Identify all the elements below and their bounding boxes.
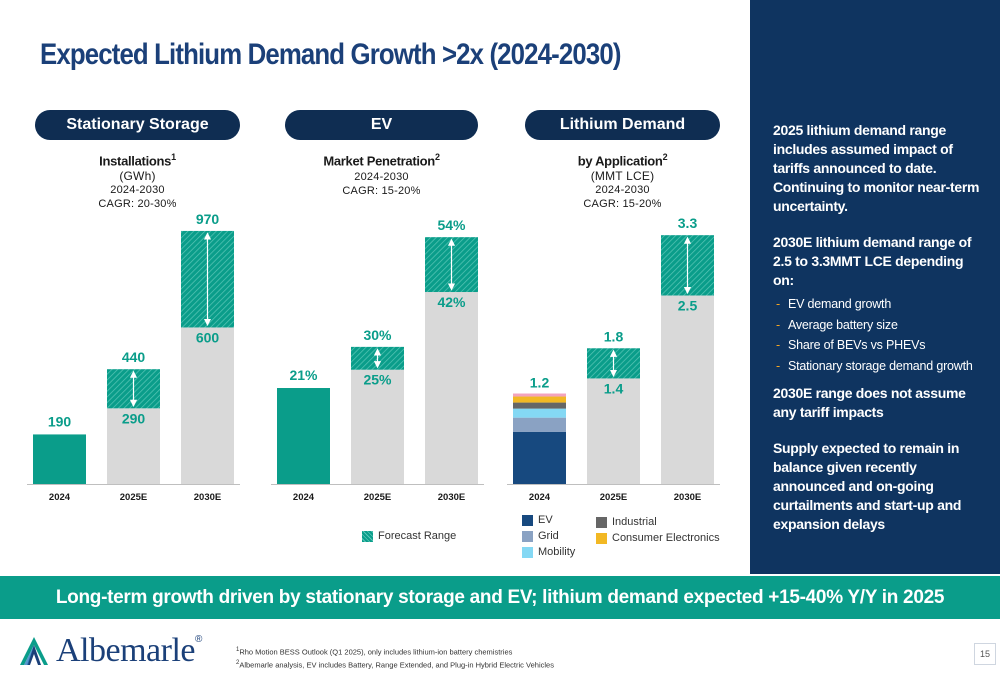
bar-actual xyxy=(277,388,330,484)
pill-ev: EV xyxy=(285,110,478,140)
panel-cagr-period: 2024-2030 xyxy=(595,184,650,197)
panel-unit: (MMT LCE) xyxy=(590,169,655,184)
stack-segment-other xyxy=(513,393,566,397)
page-title: Expected Lithium Demand Growth >2x (2024… xyxy=(40,38,621,71)
x-tick-label: 2030E xyxy=(438,492,465,503)
panel-header-storage: Installations1 (GWh) 2024-2030 CAGR: 20-… xyxy=(35,152,240,211)
charts-area: 190 2024 440 290 2025E 970 600 2030E 21% 2024 30% 2… xyxy=(27,211,720,503)
legend-swatch-mobility xyxy=(522,546,533,558)
sidebar-bullet: Stationary storage demand growth xyxy=(773,356,986,377)
pill-stationary-storage: Stationary Storage xyxy=(35,110,240,140)
data-label-low: 2.5 xyxy=(678,298,698,314)
albemarle-logo-icon xyxy=(20,637,48,665)
legend-swatch-grid xyxy=(522,530,533,542)
data-label-low: 290 xyxy=(122,410,146,426)
stack-segment-industrial xyxy=(513,402,566,409)
data-label-high: 54% xyxy=(437,217,466,233)
legend-swatch-industrial xyxy=(596,516,607,528)
legend-label-grid: Grid xyxy=(538,530,559,542)
legend-swatch-consumer-electronics xyxy=(596,532,607,544)
legend-label-ev: EV xyxy=(538,514,553,526)
stack-segment-grid xyxy=(513,417,566,432)
panel-title: by Application2 xyxy=(577,152,668,169)
bar-base xyxy=(107,408,160,484)
pill-lithium-demand: Lithium Demand xyxy=(525,110,720,140)
bar-base xyxy=(181,327,234,484)
panel-title: Market Penetration2 xyxy=(323,152,440,169)
x-tick-label: 2025E xyxy=(120,492,147,503)
panel-cagr-value: CAGR: 20-30% xyxy=(98,198,177,211)
logo-wordmark: Albemarle xyxy=(56,632,196,669)
sidebar-bullet: Average battery size xyxy=(773,315,986,336)
data-label-high: 970 xyxy=(196,211,220,227)
x-tick-label: 2030E xyxy=(194,492,221,503)
panel-header-lithium: by Application2 (MMT LCE) 2024-2030 CAGR… xyxy=(525,152,720,211)
sidebar-commentary: 2025 lithium demand range includes assum… xyxy=(750,0,1000,574)
data-label-low: 1.4 xyxy=(604,380,624,396)
legend-label-consumer-electronics: Consumer Electronics xyxy=(612,532,720,544)
stack-segment-consumer-electronics xyxy=(513,396,566,403)
legend-applications-col1: EV Grid Mobility xyxy=(522,512,575,560)
bar-base xyxy=(425,292,478,484)
data-label-low: 600 xyxy=(196,329,220,345)
sidebar-paragraph-supply: Supply expected to remain in balance giv… xyxy=(773,440,962,532)
sidebar-paragraph-tariffs: 2025 lithium demand range includes assum… xyxy=(773,122,980,214)
panel-cagr-value: CAGR: 15-20% xyxy=(583,198,662,211)
data-label-low: 42% xyxy=(437,294,466,310)
legend-label-industrial: Industrial xyxy=(612,516,657,528)
panel-header-ev: Market Penetration2 2024-2030 CAGR: 15-2… xyxy=(285,152,478,198)
x-tick-label: 2024 xyxy=(49,492,71,503)
x-tick-label: 2030E xyxy=(674,492,701,503)
x-tick-label: 2024 xyxy=(529,492,551,503)
legend-applications-col2: Industrial Consumer Electronics xyxy=(596,514,720,546)
albemarle-logo: Albemarle ® xyxy=(18,632,202,670)
x-tick-label: 2024 xyxy=(293,492,315,503)
x-tick-label: 2025E xyxy=(364,492,391,503)
data-label-high: 30% xyxy=(363,327,392,343)
stack-segment-ev xyxy=(513,431,566,484)
sidebar-bullets: EV demand growth Average battery size Sh… xyxy=(773,294,986,376)
sidebar-paragraph-no-tariff: 2030E range does not assume any tariff i… xyxy=(773,385,966,420)
bar-actual xyxy=(33,434,86,484)
sidebar-paragraph-2030-range: 2030E lithium demand range of 2.5 to 3.3… xyxy=(773,234,972,288)
footnotes: 1Rho Motion BESS Outlook (Q1 2025), only… xyxy=(236,645,554,670)
bar-base xyxy=(587,378,640,484)
legend-label-mobility: Mobility xyxy=(538,546,576,558)
footnote-2: 2Albemarle analysis, EV includes Battery… xyxy=(236,659,554,670)
data-label-low: 21% xyxy=(289,367,318,383)
panel-unit: (GWh) xyxy=(119,169,156,184)
legend-forecast: Forecast Range xyxy=(362,528,456,544)
panel-cagr-period: 2024-2030 xyxy=(110,184,165,197)
bar-base xyxy=(661,295,714,484)
data-label-high: 1.8 xyxy=(604,328,624,344)
footnote-1: 1Rho Motion BESS Outlook (Q1 2025), only… xyxy=(236,647,513,657)
data-label-high: 3.3 xyxy=(678,215,698,231)
data-label-high: 440 xyxy=(122,349,146,365)
sidebar-bullet: Share of BEVs vs PHEVs xyxy=(773,335,986,356)
stack-segment-mobility xyxy=(513,408,566,418)
legend-label: Forecast Range xyxy=(378,530,457,542)
panel-cagr-value: CAGR: 15-20% xyxy=(342,185,421,198)
page-number: 15 xyxy=(974,643,996,665)
panel-cagr-period: 2024-2030 xyxy=(354,171,409,184)
bar-base xyxy=(351,369,404,484)
legend-swatch-ev xyxy=(522,514,533,526)
bar-charts: 190 2024 440 290 2025E 970 600 2030E 21% 2024 30% 2… xyxy=(27,211,720,503)
data-label-low: 25% xyxy=(363,372,392,388)
data-label-low: 1.2 xyxy=(530,375,550,391)
x-tick-label: 2025E xyxy=(600,492,627,503)
logo-registered-mark: ® xyxy=(195,634,203,645)
sidebar-bullet: EV demand growth xyxy=(773,294,986,315)
hatch-swatch xyxy=(362,530,373,542)
key-takeaway-banner: Long-term growth driven by stationary st… xyxy=(0,576,1000,619)
data-label-low: 190 xyxy=(48,413,72,429)
panel-title: Installations1 xyxy=(99,152,176,169)
